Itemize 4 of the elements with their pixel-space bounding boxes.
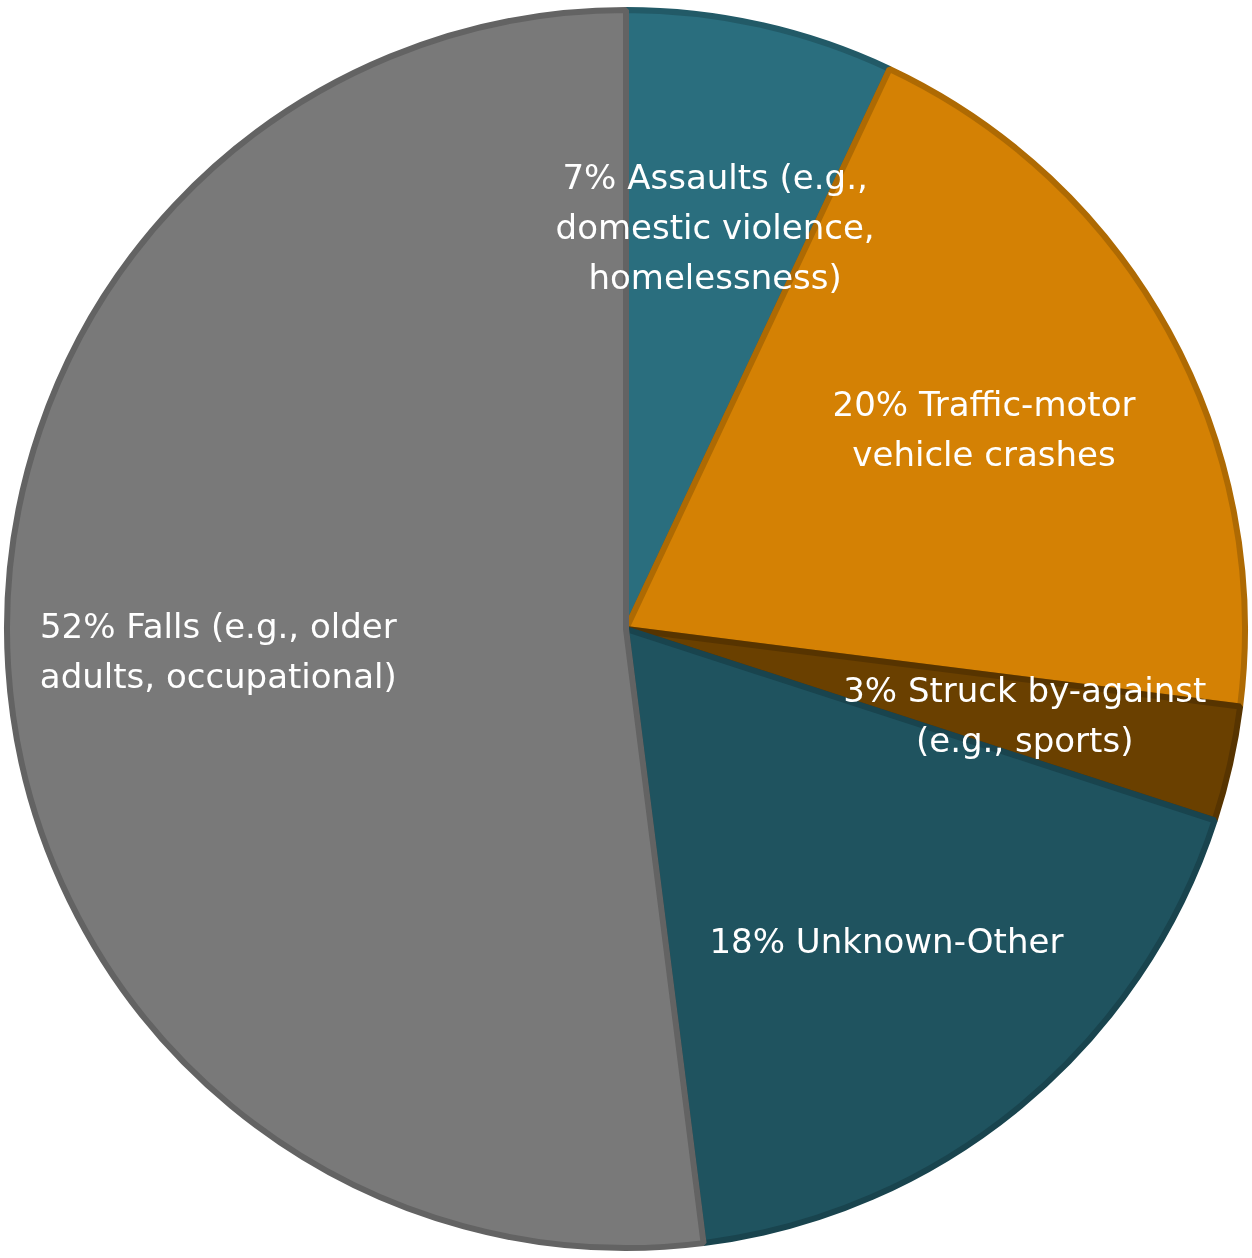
slice-label: 52% Falls (e.g., older adults, occupational) [39,606,397,697]
slice-label: 3% Struck by-against (e.g., sports) [843,669,1207,760]
slice-label: 18% Unknown-Other [709,920,1064,961]
slice-label: 20% Traffic-motor vehicle crashes [832,384,1136,475]
